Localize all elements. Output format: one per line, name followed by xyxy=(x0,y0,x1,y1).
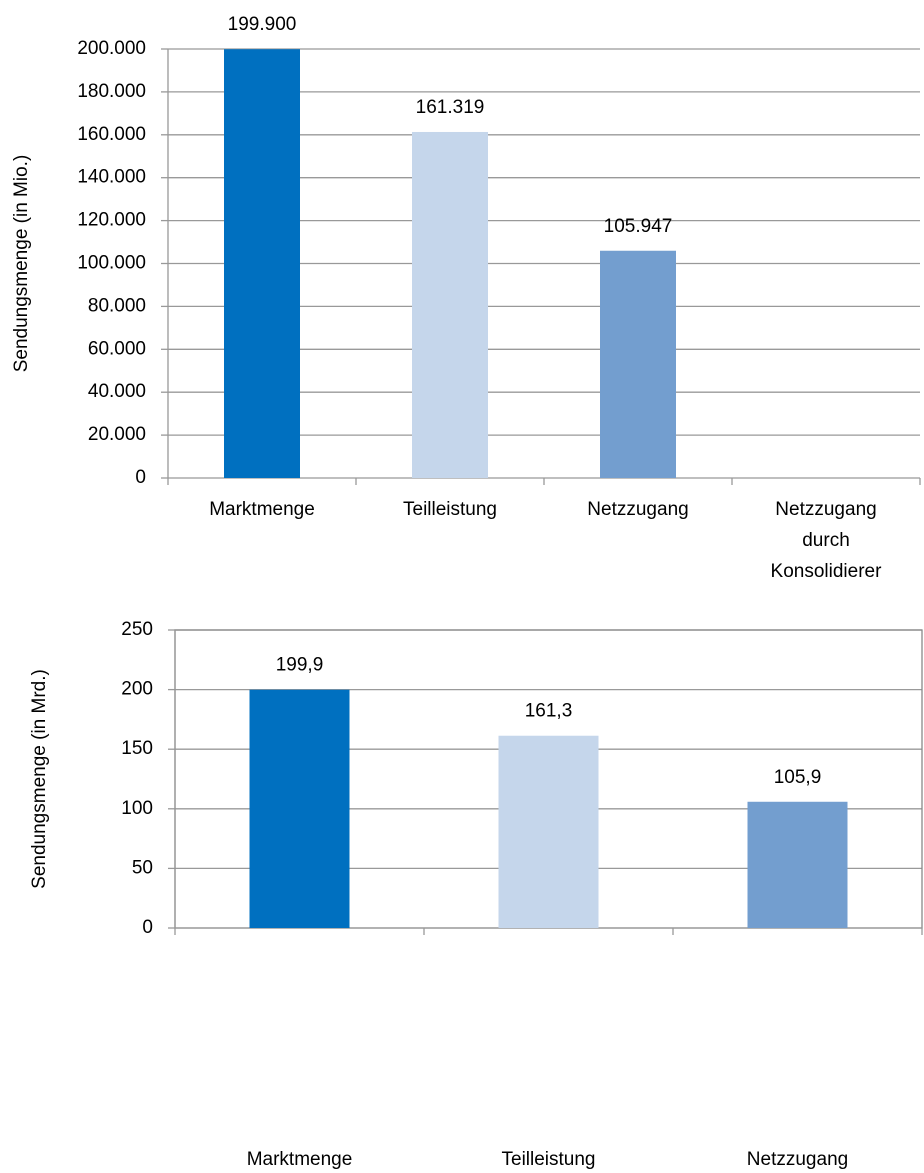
value-label: 199.900 xyxy=(228,14,297,35)
bar xyxy=(747,801,848,928)
y-tick-label: 180.000 xyxy=(77,81,146,102)
x-tick-label: Netzzugang xyxy=(587,499,688,520)
y-axis-label: Sendungsmenge (in Mrd.) xyxy=(29,669,50,889)
value-label: 161,3 xyxy=(525,701,573,722)
bar xyxy=(249,689,350,928)
y-tick-label: 250 xyxy=(121,619,153,640)
value-label: 105.947 xyxy=(604,216,673,237)
y-tick-label: 0 xyxy=(142,917,153,938)
y-tick-label: 150 xyxy=(121,738,153,759)
bar xyxy=(412,131,488,478)
y-tick-label: 20.000 xyxy=(88,424,146,445)
bar xyxy=(600,250,676,478)
bar xyxy=(224,49,300,478)
value-label: 105,9 xyxy=(774,767,822,788)
x-tick-label: Teilleistung xyxy=(403,499,497,520)
y-tick-label: 140.000 xyxy=(77,167,146,188)
y-tick-label: 200.000 xyxy=(77,38,146,59)
x-tick-label: Marktmenge xyxy=(247,1149,353,1170)
y-tick-label: 100.000 xyxy=(77,253,146,274)
y-tick-label: 50 xyxy=(132,857,153,878)
y-axis-label: Sendungsmenge (in Mio.) xyxy=(11,155,32,373)
y-tick-label: 60.000 xyxy=(88,338,146,359)
y-tick-label: 80.000 xyxy=(88,295,146,316)
value-label: 161.319 xyxy=(416,97,485,118)
y-tick-label: 0 xyxy=(135,467,146,488)
y-tick-label: 160.000 xyxy=(77,124,146,145)
y-tick-label: 40.000 xyxy=(88,381,146,402)
y-tick-label: 200 xyxy=(121,679,153,700)
x-tick-label: Marktmenge xyxy=(209,499,315,520)
y-tick-label: 100 xyxy=(121,798,153,819)
x-tick-label: Netzzugang durch Konsolidierer xyxy=(771,499,883,582)
x-tick-label: Netzzugang xyxy=(747,1149,848,1170)
bar xyxy=(498,735,599,928)
value-label: 199,9 xyxy=(276,655,324,676)
x-tick-label: Teilleistung xyxy=(502,1149,596,1170)
y-tick-label: 120.000 xyxy=(77,210,146,231)
